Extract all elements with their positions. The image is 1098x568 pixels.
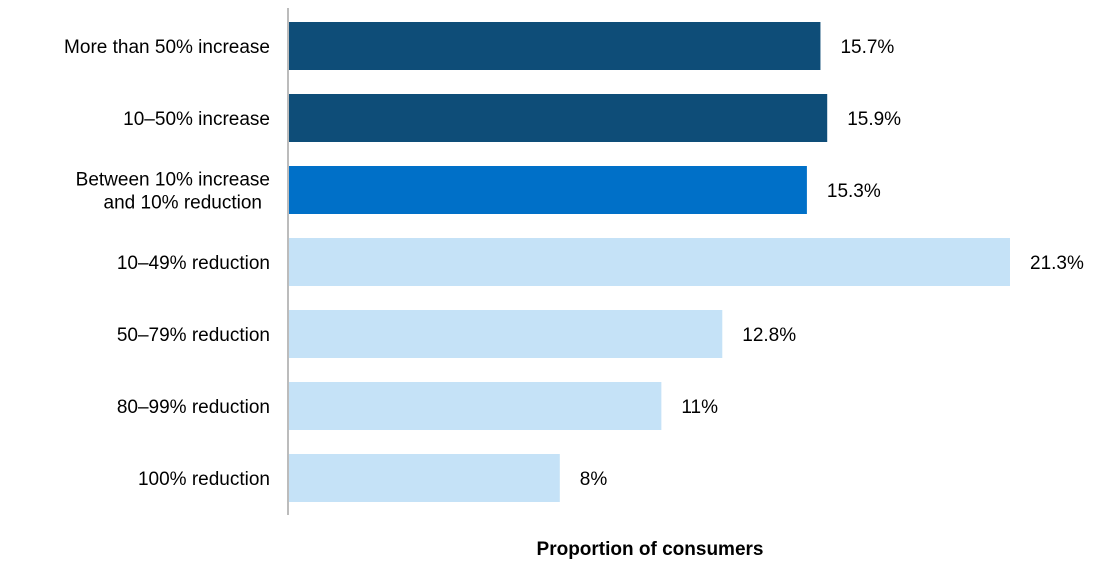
data-label: 15.3% (827, 181, 881, 202)
category-label-line: More than 50% increase (64, 37, 270, 58)
category-label-line: 10–49% reduction (117, 253, 270, 274)
category-label-line: 10–50% increase (123, 109, 270, 130)
category-labels-layer: More than 50% increase 10–50% increase Bet… (64, 37, 270, 490)
data-label: 11% (681, 397, 718, 418)
category-label: 50–79% reduction (117, 325, 270, 346)
data-label: 21.3% (1030, 253, 1084, 274)
category-label: Between 10% increase and 10% reduction (76, 170, 270, 214)
category-label: 10–49% reduction (117, 253, 270, 274)
bar (289, 310, 723, 358)
category-label: More than 50% increase (64, 37, 270, 58)
data-label: 15.9% (847, 109, 901, 130)
x-axis-title: Proportion of consumers (537, 539, 764, 560)
bars-layer (289, 22, 1011, 502)
data-label: 15.7% (840, 37, 894, 58)
bar (289, 238, 1011, 286)
bar (289, 166, 807, 214)
bar (289, 22, 821, 70)
category-label: 80–99% reduction (117, 397, 270, 418)
category-label-line: 100% reduction (138, 469, 270, 490)
category-label-line: Between 10% increase (76, 170, 270, 191)
bar (289, 454, 560, 502)
data-label: 12.8% (742, 325, 796, 346)
category-label: 100% reduction (138, 469, 270, 490)
category-label: 10–50% increase (123, 109, 270, 130)
category-label-line: 80–99% reduction (117, 397, 270, 418)
bar (289, 94, 828, 142)
data-label: 8% (580, 469, 608, 490)
category-label-line: and 10% reduction (104, 193, 262, 214)
category-label-line: 50–79% reduction (117, 325, 270, 346)
value-labels-layer: 15.7% 15.9% 15.3% 21.3% 12.8% 11% 8% (580, 37, 1084, 490)
bar (289, 382, 662, 430)
